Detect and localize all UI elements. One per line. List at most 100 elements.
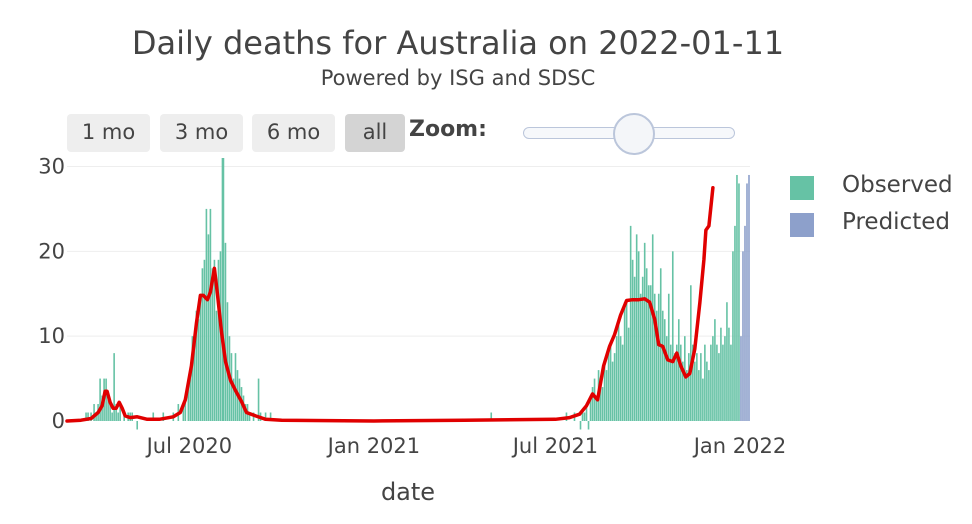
observed-bar[interactable] [119,404,121,421]
observed-bar[interactable] [716,344,718,421]
observed-bar[interactable] [611,361,614,421]
observed-bar[interactable] [663,319,666,421]
observed-bar[interactable] [655,310,658,421]
observed-bar[interactable] [651,234,654,421]
observed-bar[interactable] [718,353,720,421]
observed-bar[interactable] [720,327,722,421]
observed-bar[interactable] [688,353,690,421]
observed-bar[interactable] [490,412,493,421]
observed-bar[interactable] [215,310,218,421]
observed-bar[interactable] [623,302,626,421]
range-button-1-month[interactable]: 1 mo [67,114,150,152]
observed-bar[interactable] [201,268,204,421]
observed-bar[interactable] [679,344,682,421]
observed-bar[interactable] [87,412,89,421]
observed-bar[interactable] [671,251,674,421]
observed-bar[interactable] [724,336,726,421]
observed-bar[interactable] [613,353,616,421]
observed-bar[interactable] [197,319,200,421]
observed-bar[interactable] [627,327,630,421]
observed-bar[interactable] [269,412,272,421]
predicted-bar[interactable] [740,336,742,421]
observed-bar[interactable] [599,378,602,421]
predicted-bar[interactable] [744,225,746,421]
observed-bar[interactable] [675,344,678,421]
observed-bar[interactable] [684,336,686,421]
observed-bar[interactable] [736,174,738,421]
observed-bar[interactable] [221,158,224,421]
range-button-all[interactable]: all [345,114,405,152]
observed-bar[interactable] [694,361,696,421]
observed-bar[interactable] [696,353,698,421]
observed-bar[interactable] [264,412,267,421]
observed-bar[interactable] [738,183,740,421]
observed-bar[interactable] [187,378,190,421]
observed-bar[interactable] [152,412,155,421]
observed-bar[interactable] [682,361,684,421]
observed-bar[interactable] [85,412,87,421]
observed-bar[interactable] [579,421,582,430]
observed-bar[interactable] [603,361,606,421]
observed-bar[interactable] [601,387,604,421]
observed-bar[interactable] [595,395,598,421]
observed-bar[interactable] [730,344,732,421]
observed-bar[interactable] [704,344,706,421]
predicted-bar[interactable] [742,251,744,421]
observed-bar[interactable] [677,319,680,421]
observed-bar[interactable] [631,259,634,421]
observed-bar[interactable] [189,370,192,421]
observed-bar[interactable] [581,412,584,421]
observed-bar[interactable] [609,344,612,421]
observed-bar[interactable] [653,293,656,421]
observed-bar[interactable] [706,361,708,421]
observed-bar[interactable] [213,259,216,421]
observed-bar[interactable] [111,412,113,421]
zoom-slider-handle[interactable] [613,113,655,155]
observed-bar[interactable] [710,344,712,421]
observed-bar[interactable] [193,336,196,421]
observed-bar[interactable] [607,353,610,421]
predicted-bar[interactable] [746,183,748,421]
observed-bar[interactable] [583,412,586,421]
observed-bar[interactable] [93,404,95,421]
observed-bar[interactable] [686,370,688,421]
observed-bar[interactable] [99,378,101,421]
observed-bar[interactable] [593,378,596,421]
observed-bar[interactable] [230,353,233,421]
observed-bar[interactable] [667,293,670,421]
observed-bar[interactable] [629,225,632,421]
observed-bar[interactable] [732,251,734,421]
observed-bar[interactable] [222,158,225,421]
observed-bar[interactable] [657,293,660,421]
observed-bar[interactable] [665,336,668,421]
observed-bar[interactable] [673,353,676,421]
observed-bar[interactable] [635,234,638,421]
observed-bar[interactable] [619,336,622,421]
observed-bar[interactable] [207,234,210,421]
observed-bar[interactable] [589,395,592,421]
observed-bar[interactable] [162,412,165,421]
observed-bar[interactable] [637,251,640,421]
observed-bar[interactable] [182,404,185,421]
observed-bar[interactable] [700,353,702,421]
observed-bar[interactable] [702,378,704,421]
observed-bar[interactable] [708,370,710,421]
observed-bar[interactable] [226,302,229,421]
observed-bar[interactable] [617,319,620,421]
range-button-6-months[interactable]: 6 mo [252,114,335,152]
observed-bar[interactable] [105,378,107,421]
observed-bar[interactable] [199,293,202,421]
observed-bar[interactable] [136,421,139,430]
observed-bar[interactable] [113,353,115,421]
predicted-bar[interactable] [748,174,750,421]
observed-bar[interactable] [726,302,728,421]
observed-bar[interactable] [587,421,590,430]
observed-bar[interactable] [641,276,644,421]
observed-bar[interactable] [649,285,652,421]
observed-bar[interactable] [224,242,227,421]
observed-bar[interactable] [257,378,260,421]
observed-bar[interactable] [209,208,212,421]
observed-bar[interactable] [647,285,650,421]
observed-bar[interactable] [605,370,608,421]
observed-bar[interactable] [728,327,730,421]
